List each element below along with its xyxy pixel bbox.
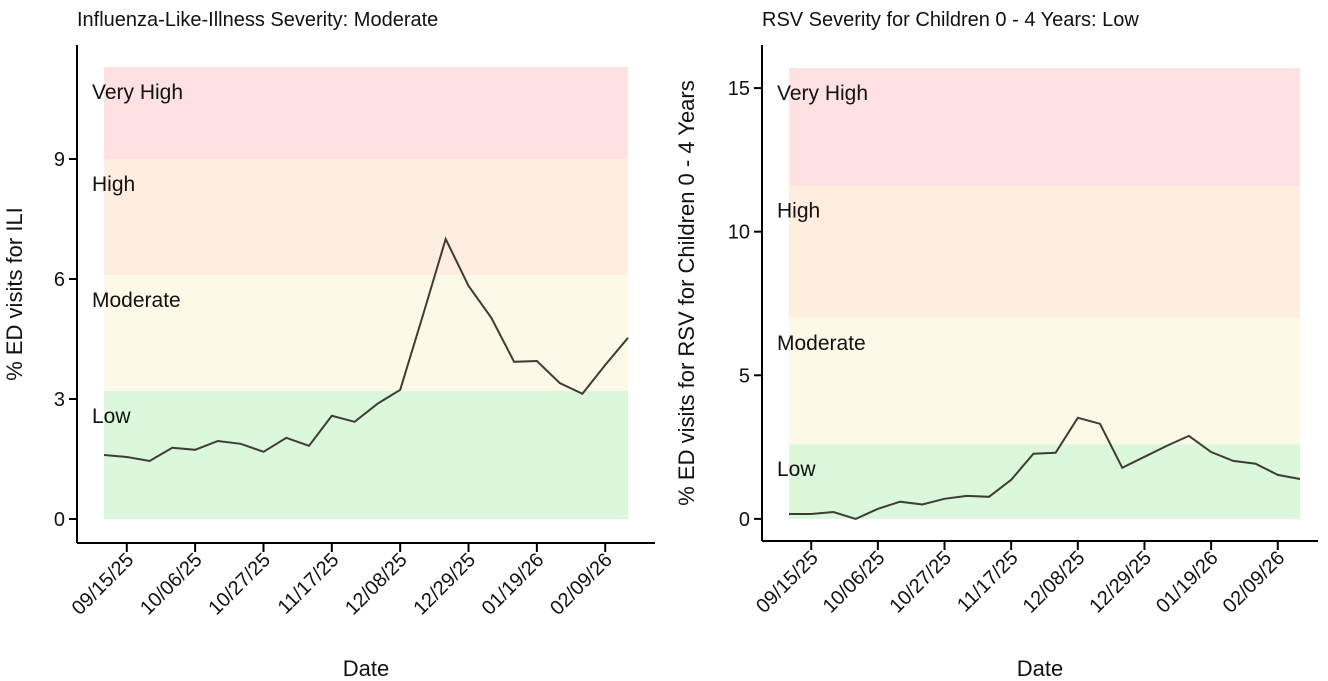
x-tick-label: 01/19/26	[478, 549, 549, 620]
x-axis-label: Date	[343, 656, 389, 681]
band-label: High	[92, 173, 135, 196]
data-line	[103, 236, 629, 463]
data-line	[789, 416, 1301, 520]
y-axis-label: % ED visits for ILI	[2, 207, 27, 381]
band-label: Moderate	[92, 289, 181, 312]
x-axis-label: Date	[1017, 656, 1063, 681]
band-label: Very High	[92, 81, 183, 104]
y-tick-label: 5	[739, 365, 750, 387]
x-tick-label: 09/15/25	[752, 547, 823, 618]
x-tick-label: 11/17/25	[274, 549, 344, 619]
band-label: Low	[92, 405, 131, 428]
severity-band	[789, 444, 1300, 519]
y-tick-label: 6	[54, 269, 65, 291]
x-tick-label: 09/15/25	[68, 549, 139, 620]
band-label: High	[777, 200, 820, 223]
y-tick-label: 9	[54, 149, 65, 171]
x-tick-label: 10/27/25	[885, 547, 956, 618]
severity-band	[104, 275, 628, 391]
severity-band	[104, 391, 628, 519]
chart-title: RSV Severity for Children 0 - 4 Years: L…	[762, 9, 1139, 31]
severity-band	[789, 317, 1300, 445]
band-label: Low	[777, 458, 816, 481]
y-tick-label: 10	[728, 222, 750, 244]
x-tick-label: 11/17/25	[953, 547, 1023, 617]
y-tick-label: 0	[54, 509, 65, 531]
x-tick-label: 10/06/25	[819, 547, 890, 618]
x-tick-label: 01/19/26	[1152, 547, 1223, 618]
chart-title: Influenza-Like-Illness Severity: Moderat…	[77, 9, 438, 31]
y-tick-label: 3	[54, 389, 65, 411]
severity-band	[104, 159, 628, 275]
y-tick-label: 0	[739, 509, 750, 531]
severity-band	[789, 67, 1300, 186]
x-tick-label: 12/08/25	[1019, 547, 1090, 618]
x-tick-label: 02/09/26	[546, 549, 617, 620]
x-tick-label: 10/06/25	[136, 549, 207, 620]
x-tick-label: 12/08/25	[341, 549, 412, 620]
x-tick-label: 10/27/25	[204, 549, 275, 620]
band-label: Moderate	[777, 332, 866, 355]
x-tick-label: 12/29/25	[409, 549, 480, 620]
y-axis-label: % ED visits for RSV for Children 0 - 4 Y…	[674, 80, 699, 506]
x-tick-label: 12/29/25	[1085, 547, 1156, 618]
x-tick-label: 02/09/26	[1219, 547, 1290, 618]
band-label: Very High	[777, 82, 868, 105]
severity-band	[104, 67, 628, 159]
y-tick-label: 15	[728, 78, 750, 100]
severity-band	[789, 185, 1300, 318]
